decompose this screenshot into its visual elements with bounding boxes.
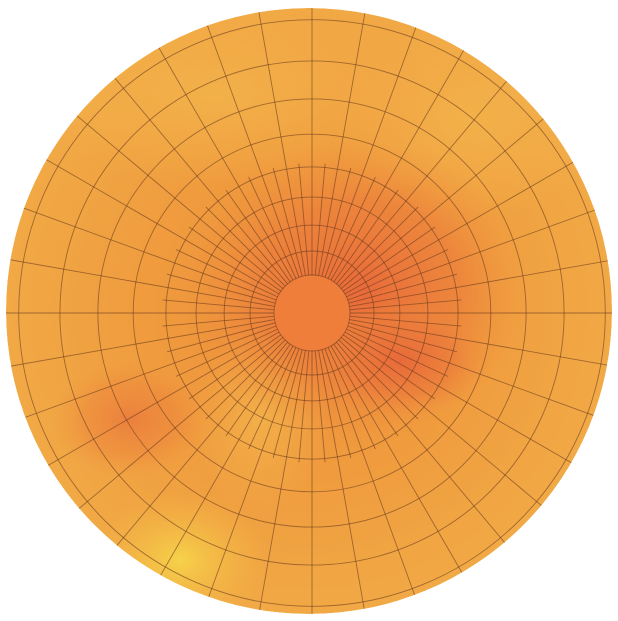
meridian-line [344, 331, 590, 474]
meridian-line [11, 203, 277, 301]
meridian-line [340, 337, 558, 520]
meridian-line [162, 315, 275, 327]
meridian-line [34, 152, 280, 295]
meridian-line [248, 347, 297, 450]
meridian-line [342, 226, 436, 292]
meridian-line [349, 319, 612, 370]
meridian-line [330, 345, 473, 591]
meridian-line [342, 334, 436, 400]
meridian-line [202, 12, 300, 278]
meridian-line [298, 350, 310, 463]
meridian-line [225, 343, 291, 437]
meridian-line [151, 35, 294, 281]
meridian-line [347, 325, 612, 423]
meridian-line [333, 189, 399, 283]
meridian-line [314, 350, 326, 463]
meridian-line [321, 349, 352, 459]
meridian-line [11, 325, 277, 423]
meridian-line [205, 206, 286, 287]
meridian-line [348, 322, 458, 353]
meridian-line [321, 167, 352, 277]
meridian-line [255, 350, 306, 614]
meridian-line [330, 35, 473, 281]
meridian-line [346, 328, 449, 377]
meridian-line [336, 341, 519, 559]
meridian-line [349, 256, 612, 307]
meridian-line [66, 106, 284, 289]
meridian-line [318, 350, 369, 614]
meridian-line [175, 328, 278, 377]
meridian-line [272, 167, 303, 277]
meridian-line [188, 334, 282, 400]
meridian-line [255, 8, 306, 276]
meridian-line [151, 345, 294, 591]
meridian-line [344, 152, 590, 295]
meridian-line [349, 299, 462, 311]
meridian-line [298, 163, 310, 276]
meridian-line [166, 322, 276, 353]
meridian-line [205, 339, 286, 420]
meridian-line [333, 343, 399, 437]
meridian-line [225, 189, 291, 283]
meridian-line [349, 315, 462, 327]
meridian-line [162, 299, 275, 311]
meridian-line [188, 226, 282, 292]
meridian-line [66, 337, 284, 520]
meridian-line [6, 256, 275, 307]
meridian-line [336, 67, 519, 285]
meridian-line [318, 8, 369, 276]
meridian-line [348, 273, 458, 304]
meridian-line [105, 67, 288, 285]
meridian-line [166, 273, 276, 304]
meridian-line [327, 347, 376, 450]
meridian-line [202, 348, 300, 614]
meridian-line [347, 203, 612, 301]
meridian-line [324, 348, 422, 614]
meridian-line [327, 176, 376, 279]
meridian-line [6, 319, 275, 370]
meridian-line [248, 176, 297, 279]
meridian-line [338, 339, 419, 420]
meridian-line [338, 206, 419, 287]
pole-hole [274, 275, 350, 351]
meridian-line [324, 12, 422, 278]
meridian-line [272, 349, 303, 459]
meridian-line [105, 341, 288, 559]
meridian-line [346, 249, 449, 298]
meridian-line [175, 249, 278, 298]
meridian-line [340, 106, 558, 289]
meridian-line [314, 163, 326, 276]
hot-region [50, 360, 210, 480]
meridian-line [34, 331, 280, 474]
